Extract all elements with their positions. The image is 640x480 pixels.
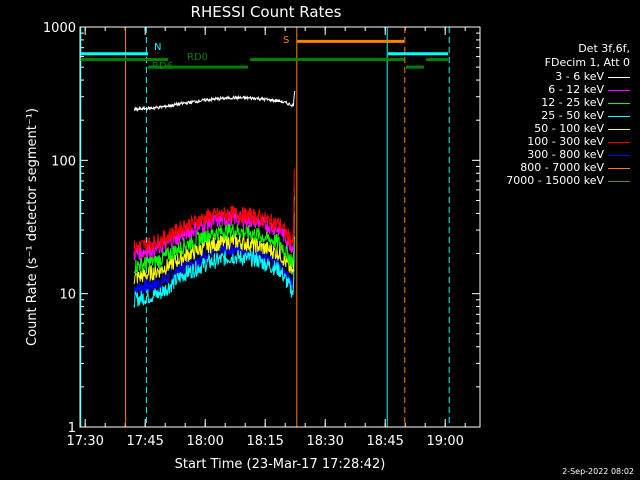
flag-label-rd6: RD6 xyxy=(152,61,173,72)
x-axis-label: Start Time (23-Mar-17 17:28:42) xyxy=(175,457,386,472)
series-line-1 xyxy=(133,187,295,261)
plot-frame xyxy=(79,26,481,428)
x-tick-label: 18:15 xyxy=(246,434,283,449)
legend-label: 7000 - 15000 keV xyxy=(506,174,604,187)
flag-label-s: S xyxy=(283,35,289,46)
series-line-2 xyxy=(133,196,296,274)
y-tick-label: 1000 xyxy=(43,21,76,36)
legend-label: 12 - 25 keV xyxy=(541,96,604,109)
legend-swatch xyxy=(608,128,630,130)
legend-item: 50 - 100 keV xyxy=(534,122,630,135)
legend-label: 300 - 800 keV xyxy=(527,148,604,161)
legend-swatch xyxy=(608,167,630,169)
legend-item: 25 - 50 keV xyxy=(541,109,630,122)
x-tick-label: 17:30 xyxy=(66,434,103,449)
chart-title: RHESSI Count Rates xyxy=(191,3,342,21)
legend-item: 100 - 300 keV xyxy=(527,135,630,148)
legend-header-decim: FDecim 1, Att 0 xyxy=(544,56,630,69)
flag-label-rd0: RD0 xyxy=(187,52,208,63)
legend-swatch xyxy=(608,102,630,104)
timestamp-footer: 2-Sep-2022 08:02 xyxy=(562,467,634,476)
legend-swatch xyxy=(608,76,630,78)
x-tick-label: 18:00 xyxy=(186,434,223,449)
legend-label: 800 - 7000 keV xyxy=(520,161,604,174)
legend-swatch xyxy=(608,180,630,182)
series-line-3 xyxy=(133,236,296,308)
x-tick-label: 19:00 xyxy=(426,434,463,449)
legend-item: 300 - 800 keV xyxy=(527,148,630,161)
legend-item: 12 - 25 keV xyxy=(541,96,630,109)
legend-label: 100 - 300 keV xyxy=(527,135,604,148)
legend-item: 3 - 6 keV xyxy=(555,70,630,83)
legend-item: 7000 - 15000 keV xyxy=(506,174,630,187)
flag-label-n: N xyxy=(154,42,161,53)
series-line-5 xyxy=(133,169,296,254)
y-tick-label: 1 xyxy=(68,421,76,436)
legend-swatch xyxy=(608,141,630,143)
legend-label: 50 - 100 keV xyxy=(534,122,604,135)
legend-label: 25 - 50 keV xyxy=(541,109,604,122)
y-axis-label: Count Rate (s⁻¹ detector segment⁻¹) xyxy=(25,108,40,346)
x-tick-label: 18:45 xyxy=(366,434,403,449)
x-tick-label: 17:45 xyxy=(126,434,163,449)
legend-label: 3 - 6 keV xyxy=(555,70,604,83)
series-line-0 xyxy=(134,91,296,113)
y-tick-label: 10 xyxy=(59,288,76,303)
legend-header-detectors: Det 3f,6f, xyxy=(578,42,630,55)
legend-item: 800 - 7000 keV xyxy=(520,161,630,174)
y-tick-label: 100 xyxy=(51,154,76,169)
series-line-4 xyxy=(133,213,295,285)
legend-item: 6 - 12 keV xyxy=(548,83,630,96)
legend-swatch xyxy=(608,154,630,156)
x-tick-label: 18:30 xyxy=(306,434,343,449)
legend-swatch xyxy=(608,115,630,117)
legend-swatch xyxy=(608,89,630,91)
legend-label: 6 - 12 keV xyxy=(548,83,604,96)
